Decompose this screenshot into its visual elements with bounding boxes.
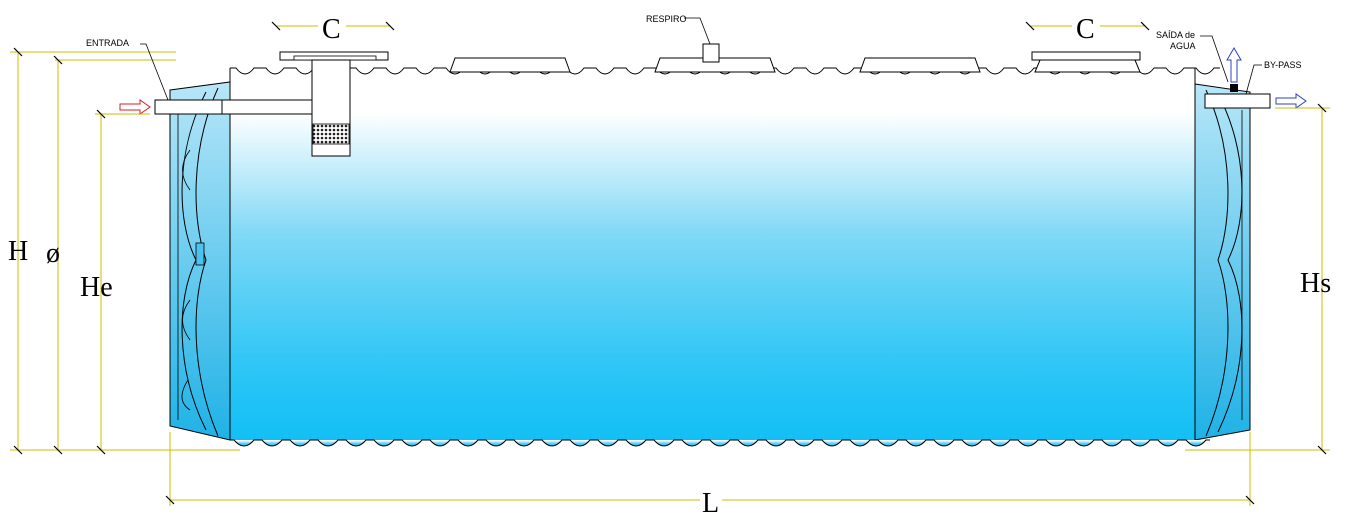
outlet-arrow-icon	[1275, 93, 1307, 109]
dimension-ticks	[13, 21, 1327, 505]
outlet-pipe	[1204, 84, 1271, 109]
left-manhole-cover	[279, 51, 389, 61]
callout-leaders	[140, 17, 1262, 101]
respiro-label: RESPIRO	[646, 14, 687, 24]
dimension-lines	[10, 25, 1330, 506]
dimension-C-left: C	[322, 14, 341, 45]
inlet-baffle	[311, 59, 351, 157]
bypass-label: BY-PASS	[1264, 60, 1302, 70]
tank-body	[229, 67, 1220, 447]
inlet-pipe	[154, 99, 316, 115]
inlet-arrow-icon	[119, 99, 151, 115]
dimension-diameter: ø	[46, 238, 60, 269]
entrada-label: ENTRADA	[86, 38, 129, 48]
top-ribs	[449, 57, 981, 73]
right-manhole-cover	[1031, 51, 1141, 73]
water-exit-up-arrow-icon	[1226, 47, 1242, 83]
dimension-L: L	[702, 488, 719, 518]
saida-label-line2: AGUA	[1170, 41, 1196, 51]
vent-pipe	[702, 43, 720, 63]
tank-bottom-corrugation	[230, 439, 1210, 447]
dimension-H: H	[8, 236, 28, 267]
dimension-He: He	[80, 272, 113, 303]
dimension-C-right: C	[1076, 14, 1095, 45]
saida-label-line1: SAÍDA de	[1156, 30, 1195, 40]
tank-top-corrugation	[230, 67, 1220, 75]
right-end-cap	[1194, 83, 1251, 441]
left-end-cap	[169, 81, 231, 441]
dimension-Hs: Hs	[1300, 268, 1331, 299]
